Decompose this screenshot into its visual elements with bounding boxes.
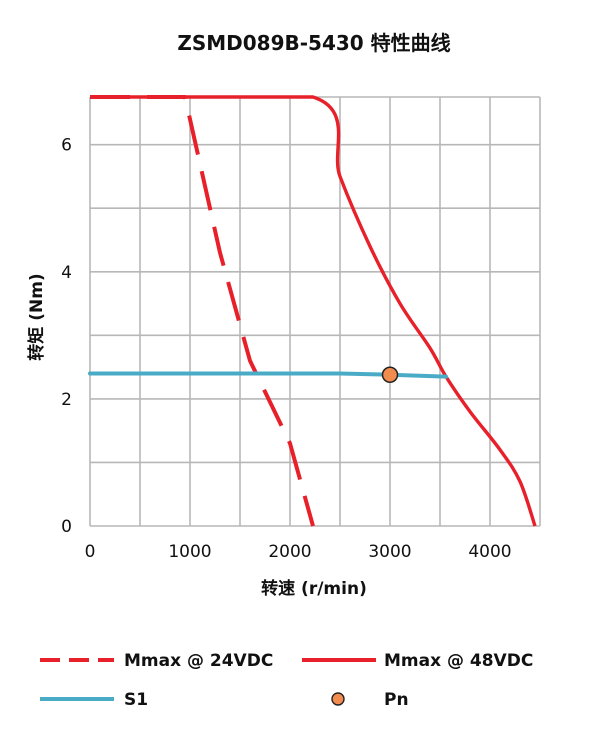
pn-point-marker (381, 366, 399, 383)
legend-label-s1: S1 (124, 690, 148, 710)
y-tick-label: 2 (61, 390, 72, 410)
y-axis-label: 转矩 (Nm) (26, 273, 47, 360)
y-tick-label: 6 (61, 136, 72, 156)
series-line-mmax-48vdc (90, 95, 537, 527)
series-line-s1 (88, 371, 448, 379)
grid (89, 96, 541, 527)
series-layer (88, 95, 537, 527)
y-tick-labels: 0 2 4 6 (61, 136, 72, 537)
x-tick-label: 0 (85, 542, 96, 562)
legend-label-mmax-24vdc: Mmax @ 24VDC (124, 651, 273, 671)
y-tick-label: 0 (61, 517, 72, 537)
legend-label-pn: Pn (384, 690, 409, 710)
chart-title: ZSMD089B-5430 特性曲线 (177, 31, 450, 55)
x-tick-label: 2000 (268, 542, 311, 562)
x-axis-label: 转速 (r/min) (261, 578, 367, 599)
legend-label-mmax-48vdc: Mmax @ 48VDC (384, 651, 533, 671)
x-tick-label: 4000 (468, 542, 511, 562)
x-tick-label: 3000 (368, 542, 411, 562)
x-tick-labels: 0 1000 2000 3000 4000 (85, 542, 512, 562)
legend: Mmax @ 24VDC Mmax @ 48VDC S1 Pn (40, 651, 533, 710)
x-tick-label: 1000 (168, 542, 211, 562)
legend-swatch-pn (331, 692, 345, 706)
y-tick-label: 4 (61, 263, 72, 283)
